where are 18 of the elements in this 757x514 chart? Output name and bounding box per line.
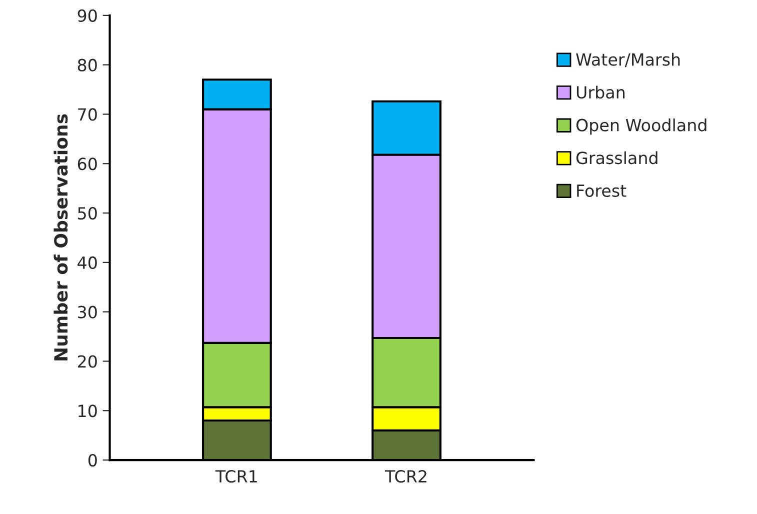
y-tick-label: 50 [78, 206, 97, 220]
y-tick-label: 20 [78, 355, 97, 368]
x-tick-label: TCR2 [384, 470, 426, 483]
legend-label: Urban [576, 86, 624, 99]
legend-label: Water/Marsh [576, 52, 680, 68]
y-tick-label: 70 [78, 108, 97, 121]
y-tick-label: 90 [78, 9, 97, 22]
y-tick-label: 0 [88, 454, 97, 467]
y-tick-label: 40 [78, 256, 97, 269]
legend-label: Forest [577, 184, 626, 197]
x-tick-label: TCR1 [215, 470, 257, 483]
y-tick-label: 80 [78, 58, 97, 72]
y-tick-label: 60 [78, 158, 97, 170]
legend-label: Open Woodland [576, 118, 706, 135]
y-tick-label: 30 [78, 306, 97, 318]
y-tick-label: 10 [78, 404, 97, 418]
y-axis-title: Number of Observations [54, 114, 68, 360]
legend-label: Grassland [576, 151, 658, 164]
